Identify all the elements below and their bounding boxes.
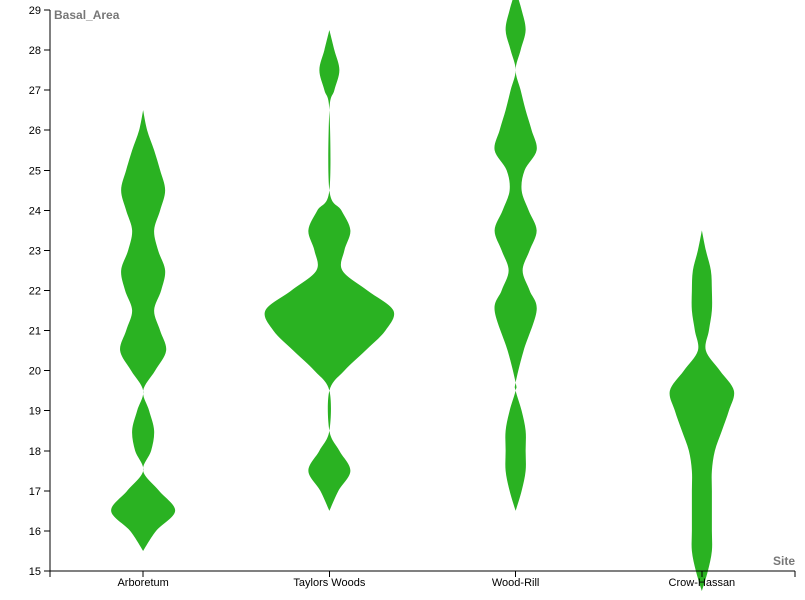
y-tick-label: 24 [29,205,41,217]
x-axis: Arboretum Taylors Woods Wood-Rill Crow-Hass… [49,570,796,589]
y-tick-label: 28 [29,45,41,57]
y-tick-label: 22 [29,286,41,298]
x-tick-label-taylors-woods: Taylors Woods [293,577,365,589]
violin-wood-rill [494,0,537,511]
y-tick-label: 23 [29,245,41,257]
violin-crow-hassan [669,230,735,592]
y-tick-label: 21 [29,326,41,338]
y-tick-label: 25 [29,165,41,177]
y-tick-label: 15 [29,566,41,578]
y-tick-label: 17 [29,486,41,498]
x-axis-title: Site [773,554,795,568]
y-tick-label: 20 [29,366,41,378]
violins-group [111,0,735,592]
y-tick-label: 29 [29,5,41,17]
y-tick-label: 26 [29,125,41,137]
violin-arboretum [111,110,176,551]
x-tick-label-crow-hassan: Crow-Hassan [669,577,736,589]
y-tick-label: 27 [29,85,41,97]
x-tick-label-wood-rill: Wood-Rill [492,577,539,589]
x-tick-label-arboretum: Arboretum [117,577,168,589]
y-axis: 15 16 17 18 19 20 21 22 23 24 25 26 27 28 29 [29,5,51,578]
y-tick-label: 16 [29,526,41,538]
y-tick-label: 19 [29,406,41,418]
y-tick-label: 18 [29,446,41,458]
violin-taylors-woods [264,30,395,511]
y-axis-title: Basal_Area [54,8,120,22]
